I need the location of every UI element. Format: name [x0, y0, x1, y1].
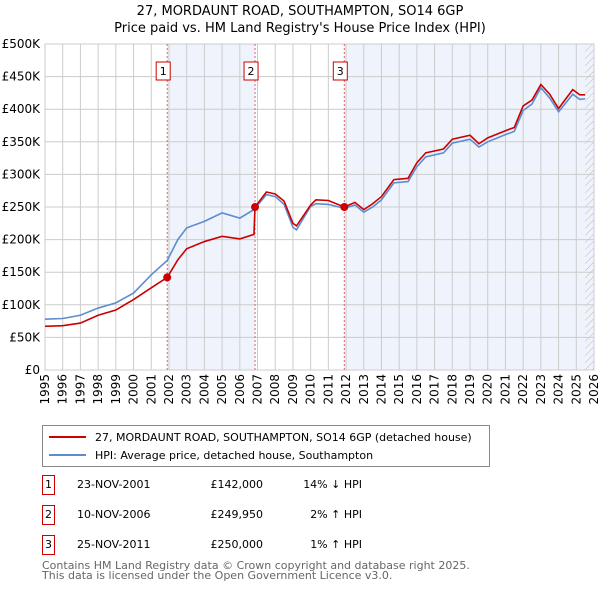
sale-label-box — [332, 61, 348, 81]
title-line-1: 27, MORDAUNT ROAD, SOUTHAMPTON, SO14 6GP — [136, 4, 464, 19]
sale-date: 23-NOV-2001 — [77, 478, 151, 491]
table-row: 3 25-NOV-2011 £250,000 1% ↑ HPI — [42, 535, 442, 555]
sale-point — [163, 273, 172, 282]
sale-price: £142,000 — [210, 478, 264, 491]
x-tick-label: 2021 — [498, 374, 512, 405]
y-tick-label: £0 — [25, 363, 40, 377]
hpi-diff: 2% ↑ HPI — [310, 508, 362, 521]
y-tick-label: £200K — [2, 233, 42, 247]
table-row: 2 10-NOV-2006 £249,950 2% ↑ HPI — [42, 505, 442, 525]
x-tick-label: 1997 — [73, 374, 87, 405]
y-tick-label: £450K — [2, 70, 42, 84]
x-tick-label: 2013 — [357, 374, 371, 405]
sale-label-box — [243, 61, 259, 81]
x-tick-label: 2007 — [251, 374, 265, 405]
x-tick-label: 1999 — [109, 374, 123, 405]
red-line-swatch — [49, 436, 86, 438]
y-tick-label: £50K — [9, 330, 41, 344]
x-tick-label: 2014 — [374, 374, 388, 405]
x-tick-label: 2001 — [144, 374, 158, 405]
sale-number: 2 — [42, 505, 55, 525]
x-tick-label: 2019 — [463, 374, 477, 405]
x-tick-label: 2026 — [587, 374, 600, 405]
x-tick-label: 1996 — [56, 374, 70, 405]
x-tick-label: 2024 — [552, 374, 566, 405]
y-tick-label: £250K — [2, 200, 42, 214]
x-tick-label: 2003 — [180, 374, 194, 405]
sale-label: 3 — [337, 65, 344, 78]
x-tick-label: 2010 — [304, 374, 318, 405]
hpi-line — [44, 86, 586, 320]
y-tick-label: £100K — [2, 298, 42, 312]
sale-number: 1 — [42, 475, 55, 495]
y-tick-label: £150K — [2, 265, 42, 279]
sale-label-box — [155, 61, 171, 81]
x-tick-label: 2012 — [339, 374, 353, 405]
licence-text: This data is licensed under the Open Gov… — [42, 569, 393, 582]
hpi-diff: 14% ↓ HPI — [303, 478, 362, 491]
sale-label: 1 — [160, 65, 167, 78]
sale-number: 3 — [42, 535, 55, 555]
title-line-2: Price paid vs. HM Land Registry's House … — [114, 21, 486, 36]
x-tick-label: 1995 — [38, 374, 52, 405]
sale-date: 25-NOV-2011 — [77, 538, 151, 551]
copyright-text: Contains HM Land Registry data © Crown c… — [42, 559, 470, 572]
x-tick-label: 2018 — [445, 374, 459, 405]
sale-date: 10-NOV-2006 — [77, 508, 151, 521]
legend-item-property: 27, MORDAUNT ROAD, SOUTHAMPTON, SO14 6GP… — [49, 429, 472, 445]
hpi-diff: 1% ↑ HPI — [310, 538, 362, 551]
y-tick-label: £300K — [2, 167, 42, 181]
sale-price: £249,950 — [210, 508, 264, 521]
x-tick-label: 2016 — [410, 374, 424, 405]
x-tick-label: 2004 — [197, 374, 211, 405]
table-row: 1 23-NOV-2001 £142,000 14% ↓ HPI — [42, 475, 442, 495]
sale-point — [340, 203, 349, 211]
x-tick-label: 1998 — [91, 374, 105, 405]
x-tick-label: 2005 — [215, 374, 229, 405]
chart-title: 27, MORDAUNT ROAD, SOUTHAMPTON, SO14 6GP… — [0, 3, 600, 37]
x-tick-label: 2002 — [162, 374, 176, 405]
x-tick-label: 2008 — [268, 374, 282, 405]
sale-price: £250,000 — [210, 538, 264, 551]
x-tick-label: 2011 — [321, 374, 335, 405]
y-tick-label: £500K — [2, 37, 42, 51]
y-tick-label: £400K — [2, 102, 42, 116]
sale-label: 2 — [248, 65, 255, 78]
legend: 27, MORDAUNT ROAD, SOUTHAMPTON, SO14 6GP… — [42, 425, 490, 467]
x-tick-label: 2017 — [428, 374, 442, 405]
x-tick-label: 2015 — [392, 374, 406, 405]
sale-point — [251, 203, 260, 212]
legend-label: 27, MORDAUNT ROAD, SOUTHAMPTON, SO14 6GP… — [95, 430, 472, 444]
plot-border — [44, 43, 595, 371]
property-price-line — [44, 83, 586, 328]
x-tick-label: 2022 — [516, 374, 530, 405]
x-tick-label: 2009 — [286, 374, 300, 405]
x-tick-label: 2006 — [233, 374, 247, 405]
x-tick-label: 2000 — [127, 374, 141, 405]
x-tick-label: 2023 — [534, 374, 548, 405]
legend-item-hpi: HPI: Average price, detached house, Sout… — [49, 447, 373, 463]
price-chart: 1995 1996 1997 1998 1999 2000 2001 2002 2003 2004… — [2, 37, 600, 405]
footer: Contains HM Land Registry data © Crown c… — [42, 559, 470, 582]
legend-label: HPI: Average price, detached house, Sout… — [95, 448, 374, 462]
blue-line-swatch — [49, 454, 86, 456]
y-tick-label: £350K — [2, 135, 42, 149]
x-tick-label: 2025 — [569, 374, 583, 405]
x-tick-label: 2020 — [481, 374, 495, 405]
